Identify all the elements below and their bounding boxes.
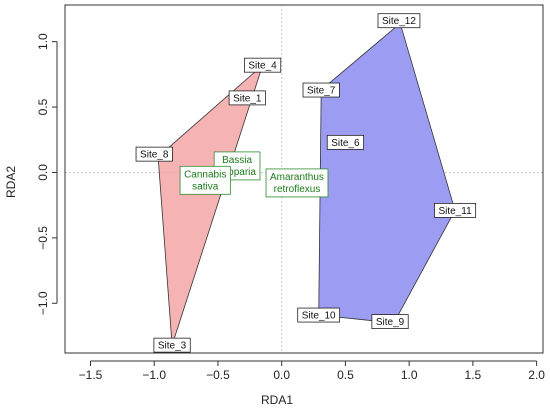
site-label-site-4: Site_4 [243, 57, 282, 73]
x-tick-label: 2.0 [528, 368, 545, 382]
species-label-line: Bassia [222, 155, 252, 166]
species-label-line: Amaranthus [270, 172, 324, 183]
site-labels-layer: Site_1 Site_3 Site_4 Site_6 Site_7 Site_8 Site… [135, 13, 477, 353]
site-label-site-11: Site_11 [434, 202, 477, 218]
hull-blue [318, 22, 456, 324]
site-label-text: Site_12 [382, 16, 416, 27]
species-label-box [265, 168, 329, 198]
y-axis-title: RDA2 [4, 166, 18, 198]
plot-frame [64, 4, 544, 354]
x-tick-label: −0.5 [206, 368, 230, 382]
site-label-site-10: Site_10 [297, 307, 341, 323]
site-label-text: Site_9 [376, 317, 405, 328]
site-label-site-9: Site_9 [371, 314, 409, 330]
site-label-text: Site_7 [307, 86, 336, 97]
site-label-site-6: Site_6 [326, 134, 365, 150]
site-label-text: Site_6 [331, 138, 360, 149]
x-tick-label: 1.5 [465, 368, 482, 382]
x-tick-label: 0.5 [337, 368, 354, 382]
site-label-box [377, 13, 421, 29]
site-label-box [153, 337, 191, 353]
species-label-line: Cannabis [184, 169, 226, 180]
species-label-line: retroflexus [274, 184, 321, 195]
y-tick-label: 0.0 [36, 164, 50, 181]
species-label-line: scoparia [218, 167, 256, 178]
site-label-text: Site_10 [302, 311, 336, 322]
site-label-site-7: Site_7 [302, 82, 340, 98]
site-label-box [135, 146, 173, 162]
y-tick-label: −0.5 [36, 226, 50, 250]
site-label-text: Site_8 [140, 150, 169, 161]
site-label-box [243, 57, 282, 73]
x-tick-label: 0.0 [273, 368, 290, 382]
site-label-site-8: Site_8 [135, 146, 173, 162]
species-label-line: sativa [192, 181, 219, 192]
y-tick-label: −1.0 [36, 291, 50, 315]
site-label-text: Site_1 [233, 93, 262, 104]
hull-red [157, 63, 264, 346]
site-label-box [302, 82, 340, 98]
species-label-box [179, 165, 231, 195]
site-label-box [228, 90, 266, 106]
site-label-text: Site_3 [158, 341, 187, 352]
x-tick-label: −1.5 [79, 368, 103, 382]
x-tick-label: −1.0 [142, 368, 166, 382]
site-label-box [326, 134, 365, 150]
site-label-text: Site_4 [248, 61, 277, 72]
group-hulls-layer [157, 22, 456, 346]
site-label-site-3: Site_3 [153, 337, 191, 353]
y-tick-label: 0.5 [36, 98, 50, 115]
site-label-box [434, 202, 477, 218]
axes-layer: −1.5 −1.0 −0.5 0.0 0.5 1.0 1.5 2.0 −1.0 −0.5 0.0 0.… [36, 4, 545, 382]
x-axis: −1.5 −1.0 −0.5 0.0 0.5 1.0 1.5 2.0 [79, 360, 545, 382]
y-axis: −1.0 −0.5 0.0 0.5 1.0 [36, 33, 58, 315]
site-label-box [371, 314, 409, 330]
site-label-box [297, 307, 341, 323]
x-tick-label: 1.0 [401, 368, 418, 382]
site-label-site-12: Site_12 [377, 13, 421, 29]
site-label-text: Site_11 [438, 206, 472, 217]
site-label-site-1: Site_1 [228, 90, 266, 106]
x-axis-title: RDA1 [261, 393, 293, 407]
y-tick-label: 1.0 [36, 33, 50, 50]
